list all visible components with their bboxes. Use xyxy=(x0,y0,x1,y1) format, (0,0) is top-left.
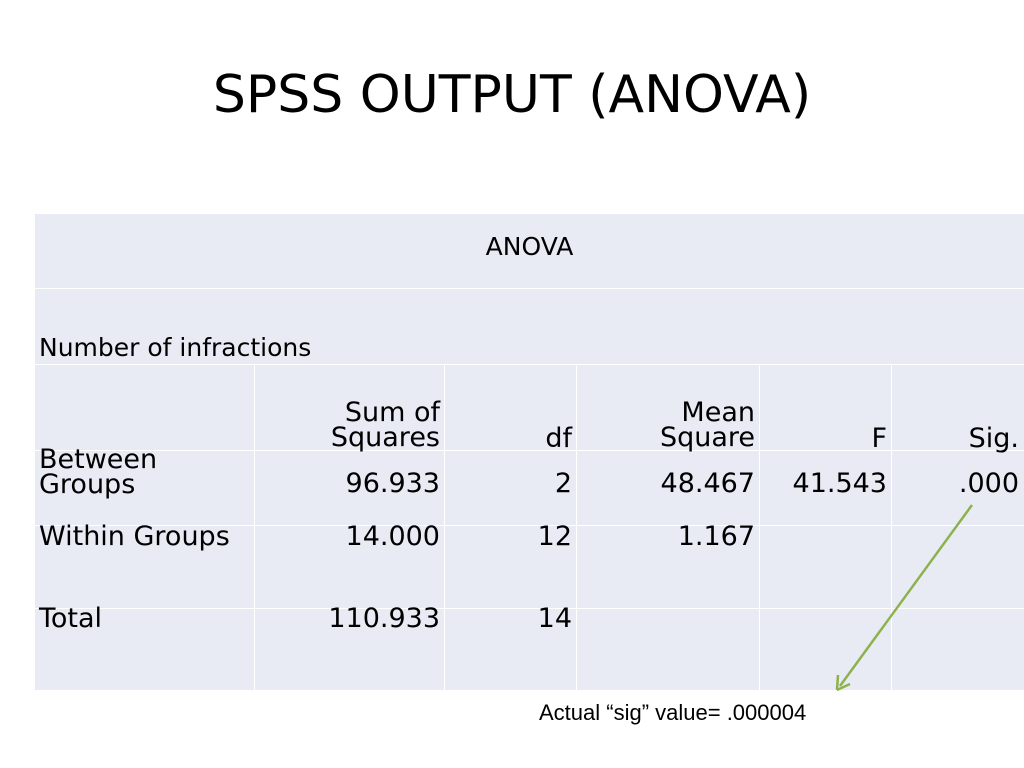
between-f: 41.543 xyxy=(792,468,887,499)
row-label-within-groups: Within Groups xyxy=(39,521,230,552)
within-mean-square: 1.167 xyxy=(677,521,755,552)
row-divider xyxy=(35,450,1024,451)
column-divider xyxy=(576,365,577,690)
slide-title: SPSS OUTPUT (ANOVA) xyxy=(212,65,812,125)
arrow-head xyxy=(835,674,851,692)
header-sum-of-squares-line1: Sum of xyxy=(344,397,440,428)
header-mean-square: Mean Square xyxy=(659,397,755,453)
row-label-between-line2: Groups xyxy=(39,469,136,500)
total-df: 14 xyxy=(537,603,572,634)
actual-sig-annotation: Actual “sig” value= .000004 xyxy=(539,700,807,725)
arrow-line xyxy=(838,504,974,687)
row-divider xyxy=(35,608,1024,609)
total-sum-of-squares: 110.933 xyxy=(328,603,440,634)
dependent-variable-label: Number of infractions xyxy=(39,333,312,362)
within-sum-of-squares: 14.000 xyxy=(345,521,440,552)
header-sum-of-squares-line2: Squares xyxy=(330,422,440,453)
column-divider xyxy=(759,365,760,690)
between-sum-of-squares: 96.933 xyxy=(345,468,440,499)
between-mean-square: 48.467 xyxy=(660,468,755,499)
header-f: F xyxy=(871,423,887,454)
row-label-between-groups: Between Groups xyxy=(39,444,158,500)
header-mean-square-line1: Mean xyxy=(681,397,755,428)
between-sig: .000 xyxy=(958,468,1019,499)
anova-grid: Sum of Squares df Mean Square F Sig. Bet… xyxy=(35,365,1024,690)
row-label-total: Total xyxy=(39,603,103,634)
table-caption-row: ANOVA xyxy=(35,214,1024,289)
within-df: 12 xyxy=(537,521,572,552)
table-caption: ANOVA xyxy=(485,232,574,261)
column-divider xyxy=(254,365,255,690)
header-sig: Sig. xyxy=(968,423,1019,454)
row-label-between-line1: Between xyxy=(39,444,158,475)
header-sum-of-squares: Sum of Squares xyxy=(330,397,440,453)
header-df: df xyxy=(545,423,572,454)
dependent-variable-row: Number of infractions xyxy=(35,289,1024,365)
between-df: 2 xyxy=(554,468,572,499)
anova-table: ANOVA Number of infractions Sum of Squar… xyxy=(35,214,1024,690)
column-divider xyxy=(444,365,445,690)
header-mean-square-line2: Square xyxy=(659,422,755,453)
column-divider xyxy=(891,365,892,690)
row-divider xyxy=(35,525,1024,526)
